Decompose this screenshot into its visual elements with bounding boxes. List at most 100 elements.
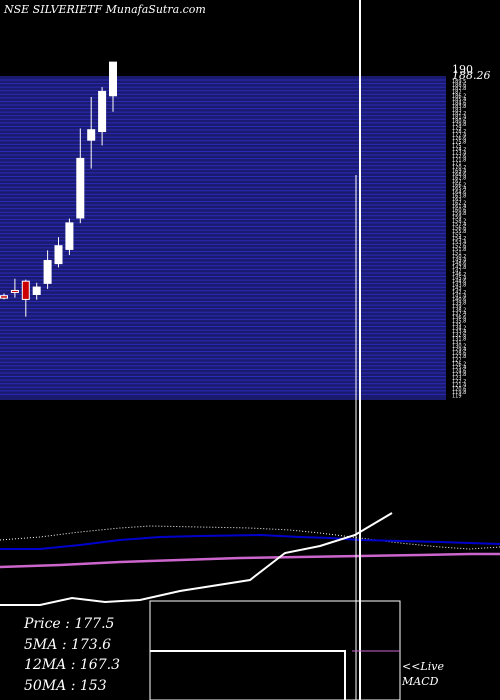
level-label: 131: [452, 340, 462, 346]
white-price-line: [0, 512, 393, 606]
level-label: 151.8: [452, 247, 466, 253]
level-label: 139.8: [452, 301, 466, 307]
level-label: 171: [452, 161, 462, 167]
dotted-ma-line: [0, 525, 500, 550]
candle-body: [87, 129, 96, 141]
level-label: 181.4: [452, 115, 466, 121]
level-label: 137.4: [452, 311, 466, 317]
level-label: 163: [452, 197, 462, 203]
level-label: 185.4: [452, 97, 466, 103]
level-label: 120.6: [452, 386, 466, 392]
macd-live-line2: MACD: [402, 675, 439, 688]
level-label: 167: [452, 179, 462, 185]
level-label: 172.6: [452, 154, 466, 160]
level-label: 134.2: [452, 326, 466, 332]
level-label: 127.8: [452, 354, 466, 360]
level-label: 153.4: [452, 240, 466, 246]
level-label: 147.8: [452, 265, 466, 271]
level-label: 135: [452, 322, 462, 328]
level-label: 123: [452, 376, 462, 382]
level-label: 145.4: [452, 276, 466, 282]
level-label: 127: [452, 358, 462, 364]
level-label: 139: [452, 304, 462, 310]
level-label: 171.8: [452, 158, 466, 164]
level-label: 179.8: [452, 122, 466, 128]
stat-separator: :: [70, 678, 80, 694]
candle-body: [10, 289, 19, 293]
level-label: 166.2: [452, 183, 466, 189]
level-label: 158.2: [452, 218, 466, 224]
level-label: 168.6: [452, 172, 466, 178]
level-label: 140.6: [452, 297, 466, 303]
candle-body: [43, 260, 52, 284]
price-scale-area: [446, 76, 500, 400]
stat-50ma: 50MA : 153: [24, 678, 107, 694]
level-label: 131.8: [452, 336, 466, 342]
level-label: 151: [452, 251, 462, 257]
macd-live-line1: <<Live: [402, 660, 444, 673]
stat-5ma-label: 5MA: [24, 637, 58, 653]
level-label: 189.5: [452, 79, 466, 85]
stat-50ma-label: 50MA: [24, 678, 67, 694]
level-label: 163.8: [452, 193, 466, 199]
level-label: 132.6: [452, 333, 466, 339]
level-label: 124.6: [452, 368, 466, 374]
stat-separator: :: [61, 637, 71, 653]
level-label: 165.4: [452, 186, 466, 192]
stat-12ma-label: 12MA: [24, 657, 67, 673]
level-label: 161.4: [452, 204, 466, 210]
level-label: 187: [452, 90, 462, 96]
magenta-ma-line: [0, 552, 500, 569]
level-label: 186.2: [452, 93, 466, 99]
level-label: 129.4: [452, 347, 466, 353]
level-label: 183: [452, 108, 462, 114]
candle-body: [65, 222, 74, 250]
stat-price-label: Price: [24, 616, 61, 632]
level-label: 143: [452, 286, 462, 292]
candle-body: [76, 157, 85, 219]
stat-price-value: 177.5: [74, 616, 115, 632]
level-label: 159: [452, 215, 462, 221]
candle-body: [54, 245, 63, 265]
candle-body: [109, 61, 117, 97]
level-label: 152.6: [452, 243, 466, 249]
level-label: 130.2: [452, 343, 466, 349]
stat-50ma-value: 153: [79, 678, 107, 694]
blue-ma-line: [0, 533, 500, 550]
stat-price: Price : 177.5: [24, 616, 114, 632]
macd-line: [150, 650, 346, 700]
stat-5ma-value: 173.6: [70, 637, 112, 653]
level-label: 182.2: [452, 111, 466, 117]
level-label: 150.2: [452, 254, 466, 260]
level-label: 162.2: [452, 200, 466, 206]
stat-12ma: 12MA : 167.3: [24, 657, 120, 673]
level-label: 155: [452, 233, 462, 239]
level-label: 155.8: [452, 229, 466, 235]
stat-separator: :: [65, 616, 75, 632]
macd-live-label[interactable]: <<Live MACD: [402, 660, 444, 688]
level-label: 177.4: [452, 133, 466, 139]
level-label: 180.6: [452, 118, 466, 124]
level-label: 148.6: [452, 261, 466, 267]
level-label: 188.6: [452, 83, 466, 89]
level-label: 169.4: [452, 168, 466, 174]
level-label: 136.6: [452, 315, 466, 321]
level-label: 121.4: [452, 383, 466, 389]
chart-title: NSE SILVERIETF MunafaSutra.com: [4, 3, 206, 16]
level-label: 135.8: [452, 318, 466, 324]
level-label: 178.2: [452, 129, 466, 135]
level-label: 167.8: [452, 175, 466, 181]
candle-body: [21, 280, 30, 300]
level-label: 125.4: [452, 365, 466, 371]
stat-separator: :: [70, 657, 80, 673]
level-label: 159.8: [452, 211, 466, 217]
stat-5ma: 5MA : 173.6: [24, 637, 111, 653]
level-label: 170.2: [452, 165, 466, 171]
level-label: 144.6: [452, 279, 466, 285]
level-label: 160.6: [452, 208, 466, 214]
top-label-190: 190: [452, 63, 473, 76]
candle-body: [0, 295, 8, 299]
level-label: 175: [452, 143, 462, 149]
level-label: 138.2: [452, 308, 466, 314]
level-label: 176.6: [452, 136, 466, 142]
